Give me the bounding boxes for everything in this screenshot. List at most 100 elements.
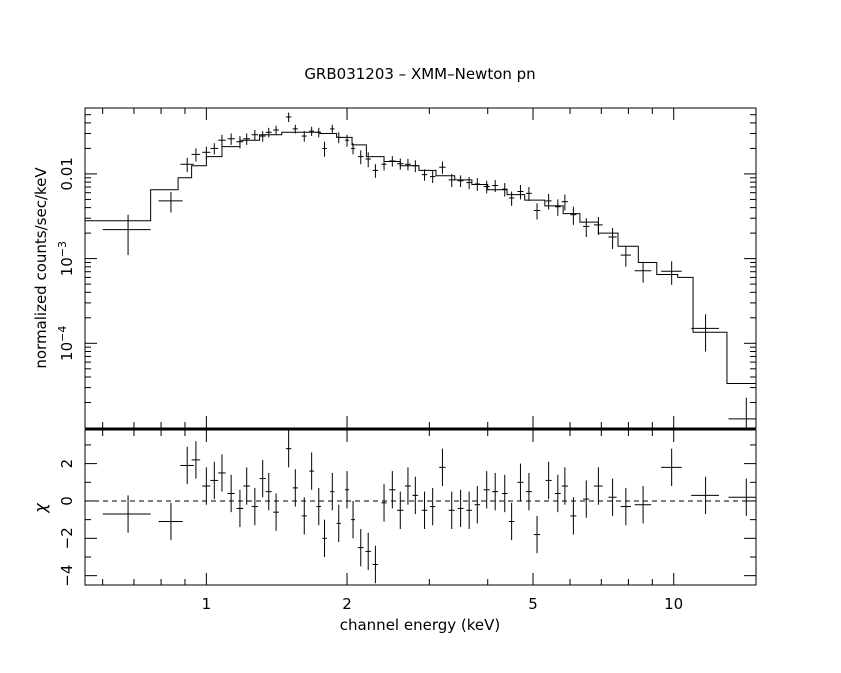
- residual-point: [397, 491, 404, 529]
- residual-point: [554, 474, 561, 513]
- data-point: [227, 133, 235, 145]
- data-point: [545, 193, 552, 210]
- data-point: [691, 314, 719, 352]
- data-point: [259, 131, 266, 142]
- data-point: [728, 397, 756, 428]
- residual-point: [227, 474, 235, 513]
- data-point: [243, 133, 251, 145]
- data-point: [372, 164, 379, 178]
- data-point: [381, 158, 387, 171]
- residual-point: [570, 497, 577, 535]
- residual-point: [351, 500, 355, 539]
- residual-point: [309, 452, 315, 490]
- x-tick-label: 5: [528, 595, 538, 613]
- residual-point: [301, 497, 307, 535]
- residual-point: [372, 545, 379, 584]
- residual-point: [661, 448, 682, 487]
- upper-panel: 0.01 10−3 10−4: [56, 107, 757, 430]
- residual-point: [430, 487, 436, 526]
- model-step-line: [85, 131, 756, 385]
- residual-point: [202, 467, 211, 505]
- data-point: [285, 112, 292, 123]
- y-axis-label-counts: normalized counts/sec/keV: [32, 167, 50, 369]
- residual-point: [316, 487, 322, 526]
- data-point: [554, 199, 561, 216]
- data-point: [501, 183, 508, 197]
- residual-point: [457, 489, 464, 528]
- residual-point: [525, 472, 532, 511]
- residual-point: [508, 502, 515, 541]
- data-point: [466, 176, 472, 190]
- residual-point: [583, 480, 590, 518]
- residual-point: [608, 478, 617, 516]
- residual-point: [180, 446, 194, 485]
- data-point: [661, 261, 682, 285]
- data-point: [273, 125, 279, 135]
- residual-point: [412, 476, 419, 515]
- y-tick-label: −2: [58, 527, 76, 549]
- data-point: [292, 124, 298, 134]
- data-point: [608, 227, 617, 249]
- data-point: [634, 261, 652, 283]
- residual-point: [273, 493, 279, 531]
- residual-point: [474, 486, 480, 524]
- residual-point: [620, 487, 631, 526]
- residual-point: [357, 528, 364, 567]
- residual-point: [728, 478, 756, 516]
- residual-point: [292, 469, 298, 507]
- y-tick-label: 0: [58, 496, 76, 506]
- residual-point: [381, 484, 387, 522]
- data-point: [583, 218, 590, 237]
- data-point: [389, 156, 396, 167]
- data-point: [525, 187, 532, 201]
- residual-point: [448, 491, 455, 529]
- residual-point: [210, 461, 219, 500]
- y-tick-label: 0.01: [58, 157, 76, 190]
- residual-point: [561, 467, 568, 505]
- residual-frame: [84, 429, 757, 586]
- residual-point: [439, 448, 446, 487]
- residual-point: [344, 471, 350, 509]
- data-point: [404, 158, 411, 171]
- residual-point: [517, 463, 524, 501]
- residual-point: [285, 430, 292, 468]
- residual-point: [218, 454, 226, 492]
- data-point: [236, 136, 244, 149]
- residual-point: [389, 471, 396, 509]
- y-tick-label: 10−4: [56, 326, 76, 361]
- residual-point: [336, 504, 341, 543]
- data-point: [492, 179, 499, 193]
- data-point: [191, 148, 201, 162]
- residual-point: [243, 467, 251, 505]
- data-point: [202, 146, 211, 159]
- data-point: [322, 141, 327, 157]
- data-point: [316, 127, 322, 138]
- x-tick-label: 10: [664, 595, 683, 613]
- data-point: [483, 180, 490, 194]
- residual-point: [533, 515, 541, 554]
- data-point: [570, 206, 577, 225]
- residual-point: [322, 519, 327, 557]
- y-tick-label: −4: [58, 565, 76, 587]
- upper-frame: [84, 107, 757, 429]
- residual-point: [191, 441, 201, 479]
- data-point: [265, 127, 272, 138]
- data-point: [457, 175, 464, 188]
- x-tick-label: 2: [342, 595, 352, 613]
- data-point: [357, 150, 364, 165]
- data-point: [593, 216, 603, 235]
- residual-point: [545, 461, 552, 500]
- residual-point: [492, 472, 499, 511]
- data-point: [421, 169, 428, 181]
- residual-point: [236, 489, 244, 528]
- data-point: [102, 214, 151, 256]
- x-axis-label: channel energy (keV): [340, 616, 501, 634]
- residual-point: [365, 532, 371, 571]
- residual-point: [158, 502, 183, 541]
- data-point: [351, 143, 355, 155]
- data-point: [561, 194, 568, 211]
- y-axis-label-chi: χ: [31, 503, 50, 514]
- residual-point: [593, 467, 603, 505]
- residual-point: [251, 487, 259, 526]
- residual-point: [404, 467, 411, 505]
